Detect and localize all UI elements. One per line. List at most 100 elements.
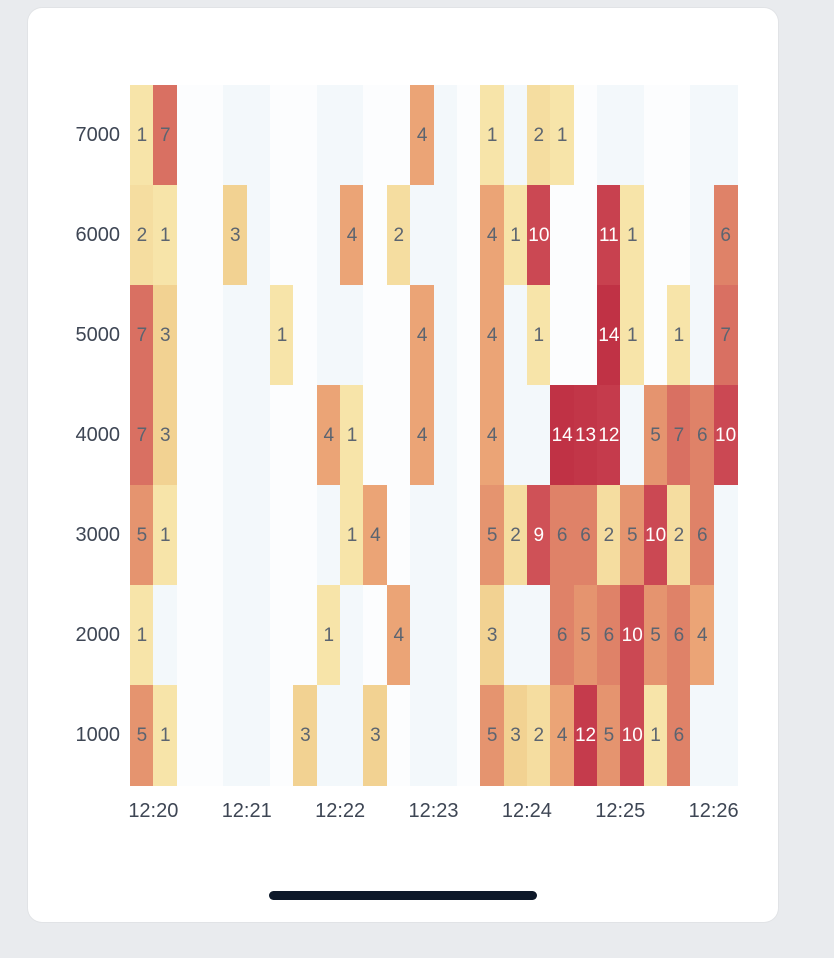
home-indicator-bar[interactable] xyxy=(269,891,537,900)
heatmap-cell xyxy=(223,385,248,486)
heatmap-cell xyxy=(433,185,458,286)
heatmap-cell xyxy=(223,685,248,786)
x-axis-label: 12:21 xyxy=(221,800,272,822)
heatmap-cell xyxy=(526,585,551,686)
heatmap-cell: 2 xyxy=(526,685,551,786)
heatmap-cell: 3 xyxy=(480,585,505,686)
heatmap-cell xyxy=(246,185,271,286)
heatmap-cell: 4 xyxy=(410,385,435,486)
x-axis-label: 12:22 xyxy=(315,800,366,822)
heatmap-cell: 5 xyxy=(480,485,505,586)
heatmap-cell xyxy=(550,285,575,386)
heatmap-cell: 3 xyxy=(363,685,388,786)
heatmap-cell xyxy=(340,85,365,186)
heatmap-cell: 4 xyxy=(386,585,411,686)
heatmap-cell xyxy=(363,85,388,186)
heatmap-cell xyxy=(293,285,318,386)
heatmap-cell: 1 xyxy=(153,685,178,786)
heatmap-cell xyxy=(526,385,551,486)
heatmap-cell xyxy=(713,585,738,686)
heatmap-cell: 7 xyxy=(153,85,178,186)
heatmap-cell xyxy=(363,185,388,286)
heatmap-cell xyxy=(433,485,458,586)
heatmap-cell: 4 xyxy=(480,285,505,386)
heatmap-cell: 7 xyxy=(130,285,154,386)
heatmap-cell: 5 xyxy=(130,685,154,786)
heatmap-cell: 4 xyxy=(690,585,715,686)
heatmap-cell xyxy=(456,385,481,486)
heatmap-cell: 13 xyxy=(573,385,598,486)
heatmap-cell xyxy=(363,285,388,386)
heatmap-cell: 1 xyxy=(130,585,154,686)
heatmap-cell xyxy=(316,285,341,386)
heatmap-cell xyxy=(223,485,248,586)
heatmap-cell xyxy=(176,485,201,586)
heatmap-cell xyxy=(503,385,528,486)
heatmap-cell: 7 xyxy=(130,385,154,486)
heatmap-cell: 10 xyxy=(643,485,668,586)
heatmap-cell: 14 xyxy=(550,385,575,486)
heatmap-cell xyxy=(246,285,271,386)
heatmap-cell xyxy=(270,185,294,286)
heatmap-chart: 1 7 4 1 2 1 2 1 3 4 2 4 1 10 11 1 6 7 3 1 4 4 1 14 1 1 7 7 3 4 1 4 4 14 13… xyxy=(28,8,778,922)
heatmap-cell: 1 xyxy=(340,385,365,486)
y-axis-label: 3000 xyxy=(75,523,121,546)
heatmap-cell xyxy=(223,285,248,386)
heatmap-cell: 6 xyxy=(713,185,738,286)
heatmap-cell xyxy=(433,85,458,186)
heatmap-cell: 3 xyxy=(223,185,248,286)
heatmap-cell: 3 xyxy=(503,685,528,786)
heatmap-cell: 6 xyxy=(690,485,715,586)
heatmap-cell xyxy=(363,385,388,486)
heatmap-cell: 7 xyxy=(713,285,738,386)
heatmap-cell xyxy=(643,185,668,286)
x-axis-label: 12:25 xyxy=(595,800,646,822)
heatmap-cell: 3 xyxy=(153,385,178,486)
heatmap-cell xyxy=(316,685,341,786)
heatmap-cell: 1 xyxy=(526,285,551,386)
heatmap-cell: 6 xyxy=(550,485,575,586)
heatmap-cell: 5 xyxy=(130,485,154,586)
heatmap-cell: 1 xyxy=(153,185,178,286)
heatmap-cell xyxy=(386,485,411,586)
heatmap-cell: 1 xyxy=(503,185,528,286)
x-axis-label: 12:20 xyxy=(128,800,179,822)
heatmap-cell xyxy=(573,285,598,386)
heatmap-cell xyxy=(456,685,481,786)
heatmap-cell xyxy=(456,185,481,286)
heatmap-cell: 7 xyxy=(666,385,691,486)
heatmap-cell xyxy=(293,385,318,486)
y-axis-label: 5000 xyxy=(75,323,121,346)
heatmap-cell: 2 xyxy=(130,185,154,286)
heatmap-plot[interactable]: 1 7 4 1 2 1 2 1 3 4 2 4 1 10 11 1 6 7 3 1 4 4 1 14 1 1 7 7 3 4 1 4 4 14 13… xyxy=(130,85,738,786)
heatmap-cell xyxy=(153,585,178,686)
heatmap-cell xyxy=(433,385,458,486)
heatmap-cell xyxy=(503,85,528,186)
heatmap-cell xyxy=(176,185,201,286)
heatmap-cell xyxy=(643,285,668,386)
heatmap-cell xyxy=(410,685,435,786)
heatmap-cell: 5 xyxy=(573,585,598,686)
heatmap-cell: 5 xyxy=(643,585,668,686)
heatmap-cell xyxy=(713,485,738,586)
heatmap-cell xyxy=(573,85,598,186)
heatmap-cell xyxy=(456,485,481,586)
heatmap-cell: 6 xyxy=(596,585,621,686)
heatmap-cell xyxy=(340,685,365,786)
heatmap-cell xyxy=(386,85,411,186)
heatmap-cell: 5 xyxy=(480,685,505,786)
heatmap-cell: 5 xyxy=(643,385,668,486)
heatmap-cell xyxy=(176,285,201,386)
heatmap-cell: 10 xyxy=(620,585,645,686)
heatmap-cell xyxy=(293,585,318,686)
x-axis-label: 12:26 xyxy=(688,800,739,822)
heatmap-cell xyxy=(176,685,201,786)
heatmap-cell xyxy=(176,585,201,686)
heatmap-cell xyxy=(246,85,271,186)
y-axis-label: 7000 xyxy=(75,123,121,146)
heatmap-cell xyxy=(316,185,341,286)
heatmap-cell xyxy=(690,85,715,186)
heatmap-cell xyxy=(620,85,645,186)
heatmap-cell xyxy=(176,385,201,486)
heatmap-cell: 2 xyxy=(386,185,411,286)
